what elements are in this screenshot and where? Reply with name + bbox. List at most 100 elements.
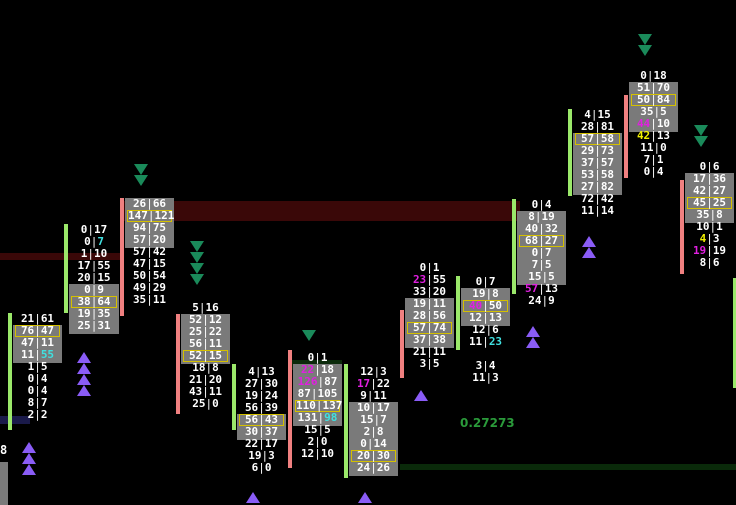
price-row: 1|10 xyxy=(71,248,117,260)
separator: | xyxy=(146,197,153,210)
separator: | xyxy=(538,222,545,235)
separator: | xyxy=(538,258,545,271)
ask-volume: 32 xyxy=(544,222,559,235)
bid-volume: 15 xyxy=(360,413,374,426)
price-row: 9|11 xyxy=(351,390,396,402)
poc-row: 57|74 xyxy=(407,322,452,334)
separator: | xyxy=(485,371,493,384)
bid-volume: 0 xyxy=(643,165,651,178)
separator: | xyxy=(202,349,209,362)
ask-volume: 74 xyxy=(432,321,447,334)
bid-volume: 19 xyxy=(248,449,262,462)
bid-volume: 49 xyxy=(132,281,147,294)
candle-body-down xyxy=(680,180,684,274)
bid-volume: 94 xyxy=(132,221,147,234)
price-row: 17|36 xyxy=(687,173,732,185)
ask-volume: 1 xyxy=(320,351,328,364)
price-row: 1|5 xyxy=(15,361,60,373)
ask-volume: 23 xyxy=(488,335,503,348)
ask-volume: 5 xyxy=(432,357,440,370)
price-row: 87|105 xyxy=(295,388,340,400)
separator: | xyxy=(198,301,206,314)
ask-volume: 36 xyxy=(712,172,727,185)
ask-volume: 4 xyxy=(40,384,48,397)
bid-volume: 8 xyxy=(27,396,35,409)
separator: | xyxy=(34,336,41,349)
price-row: 72|42 xyxy=(575,193,620,205)
bid-volume: 0 xyxy=(699,160,707,173)
price-row: 27|82 xyxy=(575,181,620,193)
bid-volume: 17 xyxy=(77,259,91,272)
bid-volume: 7 xyxy=(531,258,539,271)
ask-volume: 35 xyxy=(97,307,111,320)
price-row: 11|3 xyxy=(463,372,508,384)
ask-volume: 6 xyxy=(492,323,499,336)
bid-volume: 37 xyxy=(580,156,595,169)
separator: | xyxy=(426,261,433,274)
bid-volume: 0 xyxy=(80,223,88,236)
ask-volume: 17 xyxy=(376,401,391,414)
ask-volume: 7 xyxy=(488,275,496,288)
price-row: 21|20 xyxy=(183,374,228,386)
price-row: 15|7 xyxy=(351,414,396,426)
bid-volume: 18 xyxy=(192,361,206,374)
candle-body-up xyxy=(456,276,460,350)
price-row: 2|2 xyxy=(15,409,60,421)
ask-volume: 10 xyxy=(320,447,335,460)
ask-volume: 7 xyxy=(97,235,104,248)
price-row: 4|15 xyxy=(575,109,620,121)
ask-volume: 54 xyxy=(152,269,167,282)
value-area-box xyxy=(629,82,678,132)
buy-signal-triangle xyxy=(77,374,91,385)
buy-signal-triangle xyxy=(358,492,372,503)
price-row: 27|30 xyxy=(239,378,284,390)
ask-volume: 8 xyxy=(716,208,723,221)
separator: | xyxy=(426,345,433,358)
poc-row: 52|15 xyxy=(183,350,228,362)
sell-signal-triangle xyxy=(638,34,652,45)
separator: | xyxy=(90,283,98,296)
price-row: 57|13 xyxy=(519,283,564,295)
separator: | xyxy=(87,247,94,260)
separator: | xyxy=(258,389,265,402)
candle-body-down xyxy=(120,198,124,316)
ask-volume: 19 xyxy=(712,244,727,257)
separator: | xyxy=(258,401,265,414)
ask-volume: 5 xyxy=(660,105,667,118)
bid-volume: 29 xyxy=(580,144,595,157)
ask-volume: 81 xyxy=(600,120,615,133)
bid-volume: 0 xyxy=(419,261,427,274)
bid-volume: 17 xyxy=(692,172,707,185)
price-row: 2|0 xyxy=(295,436,340,448)
separator: | xyxy=(314,351,321,364)
ask-volume: 8 xyxy=(492,287,499,300)
bid-volume: 35 xyxy=(640,105,654,118)
bid-volume: 11 xyxy=(640,141,654,154)
price-row: 43|11 xyxy=(183,386,228,398)
bid-volume: 19 xyxy=(412,297,427,310)
ask-volume: 42 xyxy=(600,192,615,205)
price-row: 28|56 xyxy=(407,310,452,322)
resistance-zone-band xyxy=(120,201,520,221)
bid-volume: 12 xyxy=(472,323,486,336)
value-area-box xyxy=(685,173,734,223)
separator: | xyxy=(315,399,323,412)
price-row: 5|16 xyxy=(183,302,228,314)
ask-volume: 22 xyxy=(208,325,223,338)
price-row: 23|55 xyxy=(407,274,452,286)
bid-volume: 12 xyxy=(468,311,483,324)
price-row: 0|1 xyxy=(295,352,340,364)
separator: | xyxy=(258,413,265,426)
bid-volume: 21 xyxy=(188,373,203,386)
ask-volume: 0 xyxy=(320,435,328,448)
price-row: 19|8 xyxy=(463,288,508,300)
price-row: 18|8 xyxy=(183,362,228,374)
ask-volume: 3 xyxy=(492,371,499,384)
buy-signal-triangle xyxy=(22,442,36,453)
price-row: 8|6 xyxy=(687,257,732,269)
price-row: 29|73 xyxy=(575,145,620,157)
ask-volume: 27 xyxy=(712,184,727,197)
separator: | xyxy=(34,372,41,385)
sell-signal-triangle xyxy=(638,45,652,56)
bid-volume: 17 xyxy=(356,377,371,390)
